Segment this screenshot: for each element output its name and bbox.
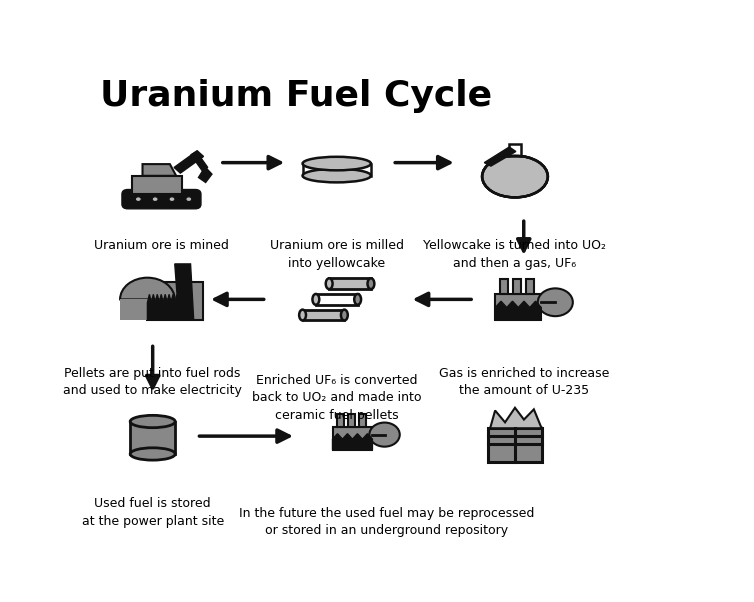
- Polygon shape: [337, 414, 344, 427]
- Polygon shape: [509, 143, 521, 156]
- Polygon shape: [495, 294, 541, 320]
- Polygon shape: [191, 152, 208, 171]
- Circle shape: [149, 194, 161, 204]
- Polygon shape: [513, 279, 521, 294]
- Ellipse shape: [130, 448, 175, 460]
- Polygon shape: [143, 164, 176, 176]
- Circle shape: [152, 197, 158, 202]
- FancyBboxPatch shape: [122, 190, 201, 209]
- Polygon shape: [130, 421, 175, 454]
- Ellipse shape: [302, 157, 371, 170]
- Polygon shape: [174, 150, 204, 173]
- Polygon shape: [148, 282, 203, 320]
- Text: Used fuel is stored
at the power plant site: Used fuel is stored at the power plant s…: [81, 497, 224, 528]
- Polygon shape: [490, 408, 542, 428]
- Polygon shape: [484, 147, 516, 166]
- Circle shape: [183, 194, 195, 204]
- Circle shape: [133, 194, 144, 204]
- Text: Uranium ore is milled
into yellowcake: Uranium ore is milled into yellowcake: [270, 239, 403, 270]
- Text: Yellowcake is turned into UO₂
and then a gas, UF₆: Yellowcake is turned into UO₂ and then a…: [424, 239, 606, 270]
- Circle shape: [185, 197, 192, 202]
- Polygon shape: [132, 176, 182, 194]
- Polygon shape: [348, 414, 355, 427]
- Ellipse shape: [312, 294, 319, 305]
- Wedge shape: [120, 278, 175, 299]
- Ellipse shape: [326, 278, 333, 289]
- Circle shape: [369, 423, 400, 447]
- Text: Pellets are put into fuel rods
and used to make electricity: Pellets are put into fuel rods and used …: [63, 367, 242, 397]
- Polygon shape: [360, 414, 366, 427]
- Polygon shape: [488, 428, 542, 462]
- Text: In the future the used fuel may be reprocessed
or stored in an underground repos: In the future the used fuel may be repro…: [239, 506, 534, 537]
- Circle shape: [136, 197, 141, 202]
- Polygon shape: [120, 299, 171, 320]
- Polygon shape: [333, 427, 372, 450]
- Ellipse shape: [130, 415, 175, 427]
- Polygon shape: [198, 167, 212, 182]
- Ellipse shape: [486, 164, 544, 196]
- Polygon shape: [302, 164, 371, 176]
- Text: Gas is enriched to increase
the amount of U-235: Gas is enriched to increase the amount o…: [439, 367, 609, 397]
- Polygon shape: [333, 433, 372, 450]
- Text: Enriched UF₆ is converted
back to UO₂ and made into
ceramic fuel pellets: Enriched UF₆ is converted back to UO₂ an…: [252, 373, 421, 421]
- Circle shape: [538, 288, 573, 316]
- Circle shape: [169, 197, 175, 202]
- Ellipse shape: [367, 278, 374, 289]
- Polygon shape: [329, 278, 371, 289]
- Ellipse shape: [302, 169, 371, 182]
- Circle shape: [166, 194, 178, 204]
- Polygon shape: [526, 279, 535, 294]
- Ellipse shape: [354, 294, 361, 305]
- Polygon shape: [316, 294, 357, 305]
- Polygon shape: [500, 279, 508, 294]
- Polygon shape: [302, 309, 345, 320]
- Polygon shape: [495, 301, 541, 320]
- Ellipse shape: [299, 309, 306, 320]
- Ellipse shape: [482, 156, 548, 197]
- Polygon shape: [175, 264, 194, 320]
- Text: Uranium Fuel Cycle: Uranium Fuel Cycle: [100, 79, 492, 113]
- Polygon shape: [148, 294, 179, 320]
- Text: Uranium ore is mined: Uranium ore is mined: [94, 239, 229, 252]
- Ellipse shape: [341, 309, 348, 320]
